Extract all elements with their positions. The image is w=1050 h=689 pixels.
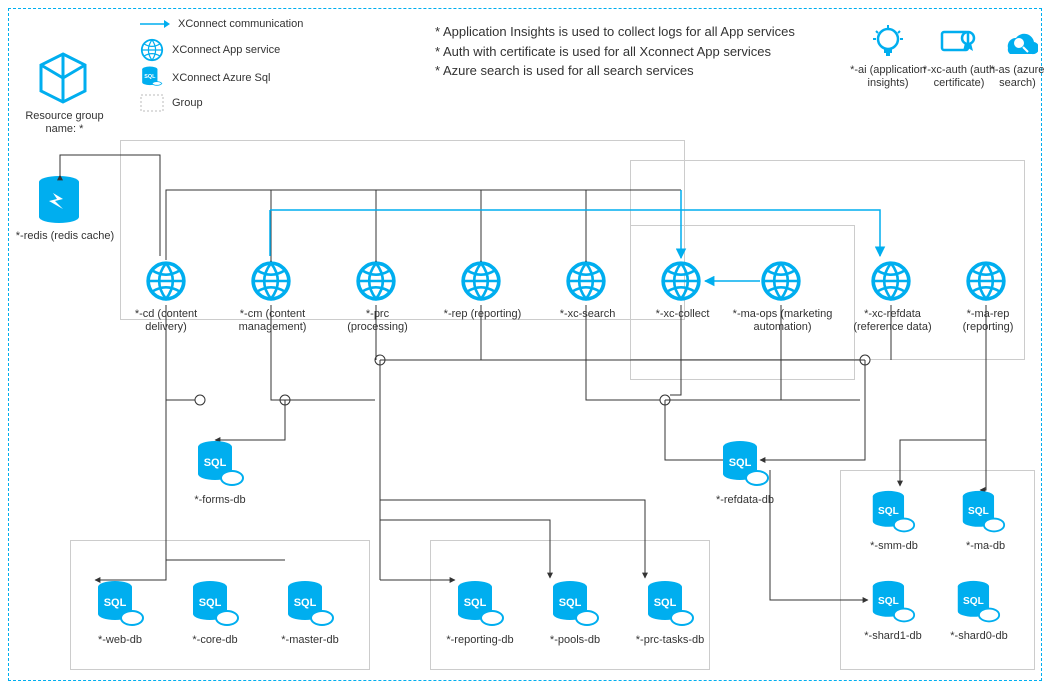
svg-text:SQL: SQL xyxy=(559,597,582,609)
sql-forms-icon: SQL xyxy=(195,440,245,490)
group-box xyxy=(630,225,855,380)
app-service-ma-rep-icon xyxy=(965,260,1007,302)
legend-xconnect-app: XConnect App service xyxy=(140,38,280,62)
app-service-cm-icon xyxy=(250,260,292,302)
sql-ma-label: *-ma-db xyxy=(948,540,1023,553)
resource-group-label: Resource group name: * xyxy=(12,110,117,136)
app-service-cd-icon xyxy=(145,260,187,302)
app-service-xc-collect-icon xyxy=(660,260,702,302)
sql-smm-icon: SQL xyxy=(870,490,916,536)
redis-label: *-redis (redis cache) xyxy=(10,230,120,243)
legend-xconnect-sql: SQL XConnect Azure Sql xyxy=(140,66,270,90)
auth-cert-label: *-xc-auth (auth certificate) xyxy=(920,64,998,90)
app-service-ma-ops-icon xyxy=(760,260,802,302)
auth-cert-icon xyxy=(940,28,976,58)
app-service-prc-icon xyxy=(355,260,397,302)
svg-text:SQL: SQL xyxy=(464,597,487,609)
svg-text:SQL: SQL xyxy=(104,597,127,609)
svg-text:SQL: SQL xyxy=(654,597,677,609)
sql-shard0-label: *-shard0-db xyxy=(938,630,1020,643)
note-line: * Auth with certificate is used for all … xyxy=(435,42,795,62)
sql-shard0-icon: SQL xyxy=(955,580,1001,626)
sql-refdata-label: *-refdata-db xyxy=(705,494,785,507)
svg-text:SQL: SQL xyxy=(963,596,984,607)
sql-prc-tasks-icon: SQL xyxy=(645,580,695,630)
sql-core-label: *-core-db xyxy=(175,634,255,647)
app-service-prc-label: *-prc (processing) xyxy=(335,308,420,334)
app-insights-label: *-ai (application insights) xyxy=(848,64,928,90)
sql-refdata-icon: SQL xyxy=(720,440,770,490)
sql-shard1-label: *-shard1-db xyxy=(852,630,934,643)
sql-prc-tasks-label: *-prc-tasks-db xyxy=(625,634,715,647)
sql-smm-label: *-smm-db xyxy=(855,540,933,553)
diagram-canvas: Resource group name: * XConnect communic… xyxy=(0,0,1050,689)
app-service-ma-ops-label: *-ma-ops (marketing automation) xyxy=(730,308,835,334)
sql-pools-icon: SQL xyxy=(550,580,600,630)
svg-text:SQL: SQL xyxy=(204,457,227,469)
note-line: * Application Insights is used to collec… xyxy=(435,22,795,42)
app-service-rep-label: *-rep (reporting) xyxy=(440,308,525,321)
legend-label: XConnect App service xyxy=(172,44,280,56)
svg-text:SQL: SQL xyxy=(729,457,752,469)
app-service-xc-refdata-icon xyxy=(870,260,912,302)
svg-text:SQL: SQL xyxy=(199,597,222,609)
legend-xconnect-comm: XConnect communication xyxy=(140,18,303,30)
sql-shard1-icon: SQL xyxy=(870,580,916,626)
sql-pools-label: *-pools-db xyxy=(535,634,615,647)
notes-block: * Application Insights is used to collec… xyxy=(435,22,795,81)
svg-text:SQL: SQL xyxy=(294,597,317,609)
sql-master-label: *-master-db xyxy=(270,634,350,647)
sql-master-icon: SQL xyxy=(285,580,335,630)
app-service-xc-search-label: *-xc-search xyxy=(550,308,625,321)
svg-text:SQL: SQL xyxy=(144,74,156,80)
app-insights-icon xyxy=(870,25,906,61)
sql-web-icon: SQL xyxy=(95,580,145,630)
legend-group: Group xyxy=(140,94,203,112)
legend-label: XConnect communication xyxy=(178,18,303,30)
legend-label: XConnect Azure Sql xyxy=(172,72,270,84)
app-service-cd-label: *-cd (content delivery) xyxy=(115,308,217,334)
app-service-xc-search-icon xyxy=(565,260,607,302)
legend-label: Group xyxy=(172,97,203,109)
resource-group-icon xyxy=(35,50,91,106)
note-line: * Azure search is used for all search se… xyxy=(435,61,795,81)
app-service-xc-collect-label: *-xc-collect xyxy=(645,308,720,321)
app-service-ma-rep-label: *-ma-rep (reporting) xyxy=(948,308,1028,334)
svg-text:SQL: SQL xyxy=(878,596,899,607)
azure-search-icon xyxy=(1000,28,1038,58)
svg-text:SQL: SQL xyxy=(878,506,899,517)
app-service-xc-refdata-label: *-xc-refdata (reference data) xyxy=(845,308,940,334)
sql-reporting-icon: SQL xyxy=(455,580,505,630)
sql-reporting-label: *-reporting-db xyxy=(435,634,525,647)
app-service-rep-icon xyxy=(460,260,502,302)
app-service-cm-label: *-cm (content management) xyxy=(225,308,320,334)
sql-forms-label: *-forms-db xyxy=(180,494,260,507)
azure-search-label: *-as (azure search) xyxy=(990,64,1045,90)
sql-web-label: *-web-db xyxy=(80,634,160,647)
svg-text:SQL: SQL xyxy=(968,506,989,517)
redis-icon xyxy=(35,175,83,227)
sql-ma-icon: SQL xyxy=(960,490,1006,536)
sql-core-icon: SQL xyxy=(190,580,240,630)
